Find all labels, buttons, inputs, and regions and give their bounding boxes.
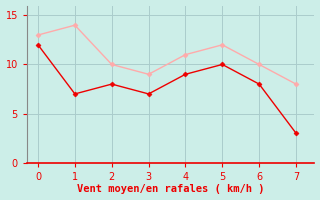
- X-axis label: Vent moyen/en rafales ( km/h ): Vent moyen/en rafales ( km/h ): [77, 184, 264, 194]
